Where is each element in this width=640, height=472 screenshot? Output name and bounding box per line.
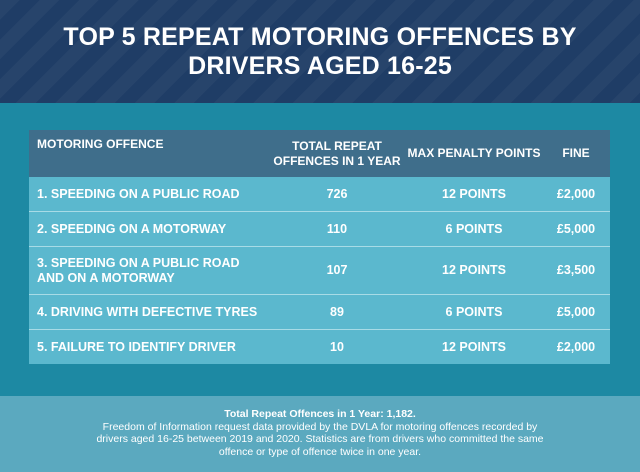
header-motoring-offence: MOTORING OFFENCE (37, 137, 164, 151)
offence-cell: 1. SPEEDING ON A PUBLIC ROAD (37, 187, 240, 201)
offence-cell: 4. DRIVING WITH DEFECTIVE TYRES (37, 305, 258, 319)
source-note: Freedom of Information request data prov… (96, 420, 544, 458)
footer-notes: Total Repeat Offences in 1 Year: 1,182. … (0, 396, 640, 472)
penalty-cell: 12 POINTS (442, 187, 506, 201)
total-cell: 726 (326, 187, 348, 201)
header-total-repeat-offences: TOTAL REPEAT OFFENCES IN 1 YEAR (273, 138, 401, 168)
total-summary: Total Repeat Offences in 1 Year: 1,182. (224, 408, 416, 420)
page-title: TOP 5 REPEAT MOTORING OFFENCES BY DRIVER… (63, 22, 577, 80)
penalty-cell: 12 POINTS (442, 340, 506, 354)
total-cell: 10 (330, 340, 344, 354)
table-row: 2. SPEEDING ON A MOTORWAY 110 6 POINTS £… (29, 212, 610, 247)
offence-cell: 5. FAILURE TO IDENTIFY DRIVER (37, 340, 236, 354)
penalty-cell: 6 POINTS (445, 222, 503, 236)
header-max-penalty-points: MAX PENALTY POINTS (407, 146, 541, 160)
offences-table: MOTORING OFFENCE TOTAL REPEAT OFFENCES I… (29, 130, 610, 364)
fine-cell: £5,000 (556, 305, 596, 319)
total-cell: 107 (326, 263, 348, 277)
total-cell: 110 (326, 222, 348, 236)
header-banner: TOP 5 REPEAT MOTORING OFFENCES BY DRIVER… (0, 0, 640, 103)
fine-cell: £5,000 (556, 222, 596, 236)
penalty-cell: 6 POINTS (445, 305, 503, 319)
table-header-row: MOTORING OFFENCE TOTAL REPEAT OFFENCES I… (29, 130, 610, 177)
fine-cell: £2,000 (556, 187, 596, 201)
table-row: 3. SPEEDING ON A PUBLIC ROAD AND ON A MO… (29, 247, 610, 295)
table-row: 4. DRIVING WITH DEFECTIVE TYRES 89 6 POI… (29, 295, 610, 330)
header-fine: FINE (562, 146, 590, 160)
penalty-cell: 12 POINTS (442, 263, 506, 277)
fine-cell: £2,000 (556, 340, 596, 354)
total-cell: 89 (330, 305, 344, 319)
table-row: 1. SPEEDING ON A PUBLIC ROAD 726 12 POIN… (29, 177, 610, 212)
table-row: 5. FAILURE TO IDENTIFY DRIVER 10 12 POIN… (29, 330, 610, 364)
fine-cell: £3,500 (556, 263, 596, 277)
offence-cell: 2. SPEEDING ON A MOTORWAY (37, 222, 227, 236)
offence-cell: 3. SPEEDING ON A PUBLIC ROAD AND ON A MO… (37, 255, 240, 285)
main-panel: MOTORING OFFENCE TOTAL REPEAT OFFENCES I… (0, 103, 640, 396)
